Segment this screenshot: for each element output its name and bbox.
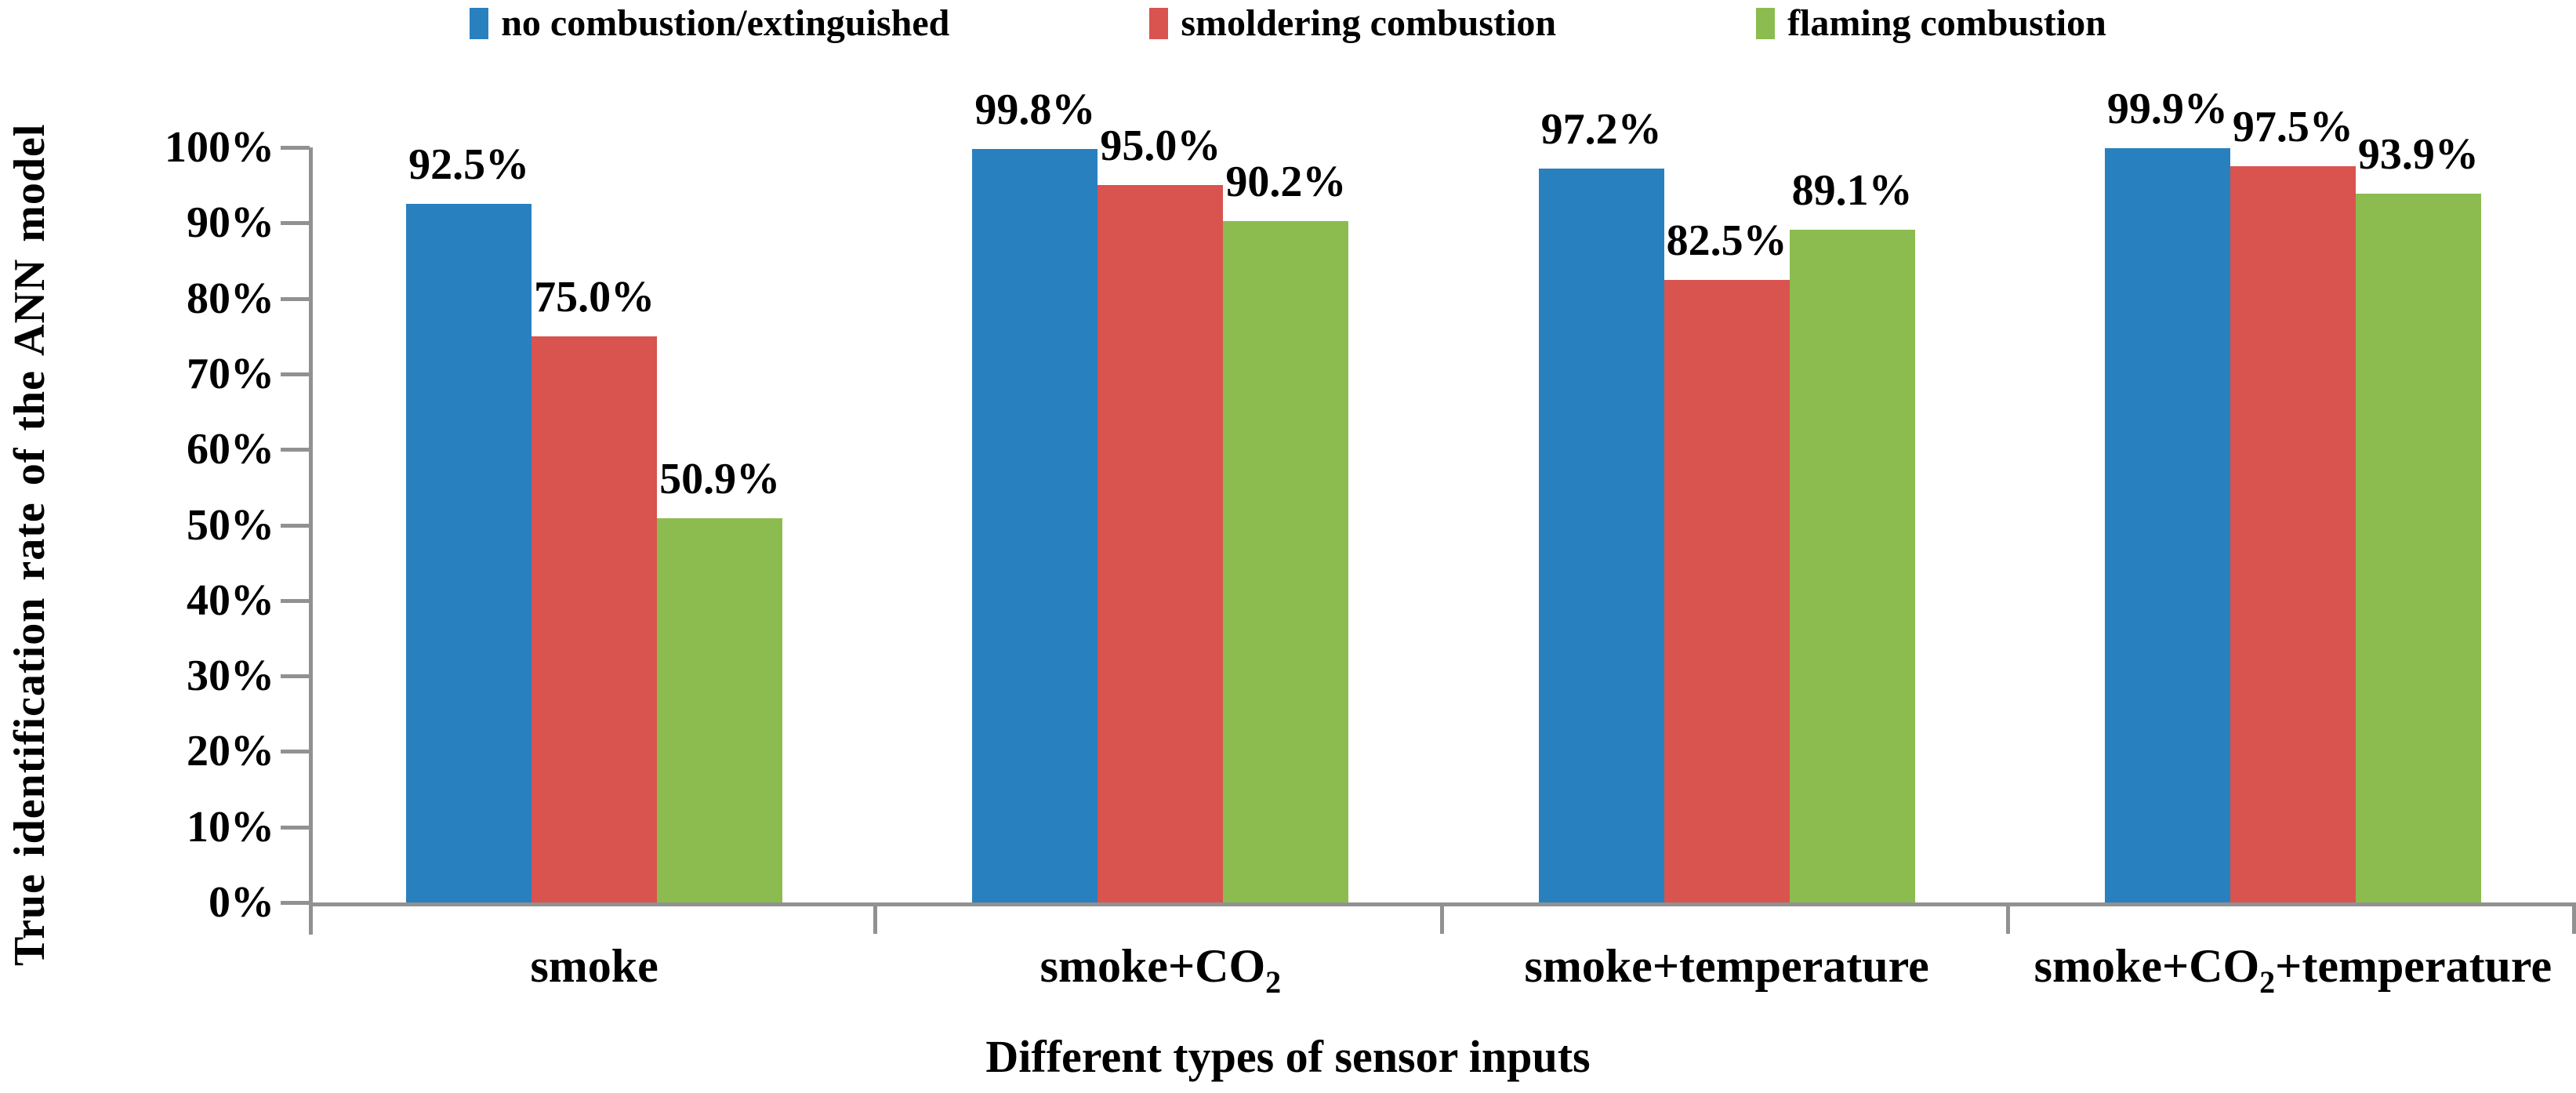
bar-value-label: 97.5% [2232,103,2353,152]
bar-value-label: 99.9% [2106,85,2228,133]
y-tick-label: 0% [209,878,274,927]
y-tick-label: 70% [187,349,274,398]
bar-flaming: 90.2% [1223,160,1349,902]
bar-value-label: 92.5% [408,140,530,190]
x-axis-line [309,902,2576,906]
bar-value-label: 90.2% [1225,158,1347,207]
category-label-smoke-temperature: smoke+temperature [1524,940,1929,992]
y-tick-label: 40% [187,576,274,625]
bar-value-label: 75.0% [534,272,655,321]
bar-value-label: 97.2% [1540,105,1662,154]
bar-no-combustion: 97.2% [1538,107,1664,902]
y-tick-mark-icon [281,448,310,452]
y-tick-label: 80% [187,274,274,323]
legend-swatch-icon [1756,8,1776,40]
bar-group-smoke-co2: 99.8% 95.0% 90.2% [877,88,1443,902]
legend-label: flaming combustion [1787,2,2106,44]
x-tick-mark-icon [309,905,313,934]
y-tick-mark-icon [281,750,310,754]
bar-smoldering: 95.0% [1098,124,1224,902]
bar-value-label: 89.1% [1791,166,1913,215]
y-tick-mark-icon [281,221,310,226]
bar-smoldering: 82.5% [1664,219,1790,902]
y-axis-tick-labels: 100% 90% 80% 70% 60% 50% 40% 30% 20% 10% 0% [39,124,274,926]
y-tick-label: 90% [187,198,274,248]
y-tick-label: 100% [165,123,274,172]
subscript: 2 [1265,964,1282,1000]
bar-no-combustion: 92.5% [406,143,532,902]
legend-label: no combustion/extinguished [501,2,950,44]
legend: no combustion/extinguished smoldering co… [0,2,2576,45]
x-axis-category-labels: smoke smoke+CO2 smoke+temperature smoke+… [311,942,2576,998]
legend-swatch-icon [1149,8,1169,40]
x-tick-mark-icon [1439,905,1444,934]
bar-group-smoke-temperature: 97.2% 82.5% 89.1% [1444,107,2010,902]
y-tick-mark-icon [281,825,310,830]
legend-swatch-icon [470,8,489,40]
y-tick-mark-icon [281,598,310,603]
bar-no-combustion: 99.8% [972,88,1098,902]
bar-value-label: 50.9% [659,454,781,503]
y-tick-mark-icon [281,674,310,679]
legend-label: smoldering combustion [1181,2,1557,44]
y-tick-mark-icon [281,901,310,905]
bar-flaming: 50.9% [657,457,783,902]
y-tick-label: 10% [187,802,274,852]
x-axis-tick-marks [309,905,2576,936]
bar-flaming: 93.9% [2355,133,2481,902]
y-axis-tick-marks [281,146,310,905]
bar-group-smoke: 92.5% 75.0% 50.9% [311,143,877,902]
plot-area: 92.5% 75.0% 50.9% 99.8% 95.0% 90.2% 97.2… [311,87,2576,902]
y-axis-line [309,147,313,935]
y-tick-mark-icon [281,523,310,528]
bar-smoldering: 97.5% [2230,105,2356,902]
y-tick-label: 30% [187,652,274,701]
x-tick-mark-icon [2572,905,2576,934]
x-tick-mark-icon [2005,905,2010,934]
category-label-smoke: smoke [530,940,659,992]
y-tick-label: 20% [187,727,274,776]
bar-flaming: 89.1% [1789,169,1915,902]
bar-group-smoke-co2-temperature: 99.9% 97.5% 93.9% [2010,87,2576,902]
bar-smoldering: 75.0% [532,275,658,902]
legend-item-smoldering: smoldering combustion [1149,2,1557,45]
y-tick-mark-icon [281,296,310,301]
y-tick-mark-icon [281,146,310,150]
legend-item-no-combustion: no combustion/extinguished [470,2,950,45]
x-tick-mark-icon [873,905,878,934]
y-tick-label: 60% [187,425,274,474]
bar-no-combustion: 99.9% [2104,87,2230,902]
bar-value-label: 93.9% [2357,129,2479,179]
bar-value-label: 99.8% [974,85,1096,134]
category-label-smoke-co2: smoke+CO2 [1039,940,1282,1000]
legend-item-flaming: flaming combustion [1756,2,2106,45]
bar-value-label: 95.0% [1100,122,1221,171]
x-axis-title: Different types of sensor inputs [985,1031,1591,1082]
category-label-smoke-co2-temperature: smoke+CO2+temperature [2034,940,2552,1000]
subscript: 2 [2259,964,2276,1000]
bar-value-label: 82.5% [1666,216,1787,265]
y-tick-label: 50% [187,500,274,550]
y-tick-mark-icon [281,372,310,376]
